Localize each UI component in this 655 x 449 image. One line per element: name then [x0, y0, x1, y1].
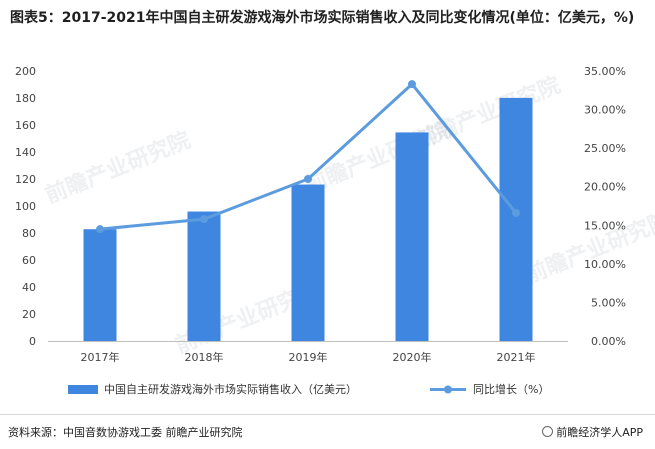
- line-series: [96, 80, 520, 234]
- y-right-tick-label: 35.00%: [584, 65, 626, 78]
- bar: [83, 229, 117, 341]
- y-left-tick-label: 40: [22, 281, 36, 294]
- y-left-tick-label: 120: [15, 173, 36, 186]
- y-axis-right: 0.00% 5.00% 10.00% 15.00% 20.00% 25.00% 30.00%…: [584, 65, 626, 348]
- brand-credit: 前瞻经济学人APP: [542, 424, 643, 440]
- legend: 中国自主研发游戏海外市场实际销售收入（亿美元） 同比增长（%）: [68, 382, 549, 396]
- footer-divider: [0, 414, 655, 415]
- legend-bar-swatch: [68, 385, 98, 394]
- y-left-tick-label: 0: [29, 335, 36, 348]
- bar: [291, 184, 325, 341]
- bar-series: [83, 97, 533, 342]
- legend-line-marker: [444, 385, 452, 394]
- x-tick-label: 2017年: [81, 350, 120, 364]
- y-left-tick-label: 100: [15, 200, 36, 213]
- line-point: [96, 225, 104, 234]
- y-right-tick-label: 30.00%: [584, 104, 626, 117]
- line-point: [408, 80, 416, 89]
- y-right-tick-label: 15.00%: [584, 219, 626, 232]
- line-point: [304, 175, 312, 183]
- y-right-tick-label: 10.00%: [584, 258, 626, 271]
- x-tick-label: 2019年: [289, 350, 328, 364]
- legend-line-label: 同比增长（%）: [473, 382, 549, 396]
- x-axis: 2017年 2018年 2019年 2020年 2021年: [48, 341, 568, 364]
- brand-label: 前瞻经济学人APP: [556, 426, 643, 439]
- y-left-tick-label: 80: [22, 227, 36, 240]
- y-axis-left: 0 20 40 60 80 100 120 140 160 180 200: [15, 65, 36, 348]
- brand-logo-icon: [542, 426, 554, 437]
- bar: [187, 211, 221, 341]
- legend-bar-label: 中国自主研发游戏海外市场实际销售收入（亿美元）: [104, 382, 357, 396]
- x-tick-label: 2021年: [497, 350, 536, 364]
- y-right-tick-label: 0.00%: [591, 335, 626, 348]
- y-left-tick-label: 20: [22, 308, 36, 321]
- y-right-tick-label: 20.00%: [584, 181, 626, 194]
- chart-title: 图表5：2017-2021年中国自主研发游戏海外市场实际销售收入及同比变化情况(…: [10, 10, 635, 26]
- line-point: [512, 208, 520, 217]
- y-left-tick-label: 200: [15, 65, 36, 78]
- y-left-tick-label: 160: [15, 119, 36, 132]
- y-left-tick-label: 140: [15, 146, 36, 159]
- bar: [395, 132, 429, 341]
- y-left-tick-label: 60: [22, 254, 36, 267]
- x-tick-label: 2018年: [185, 350, 224, 364]
- line-point: [200, 215, 208, 224]
- y-right-tick-label: 5.00%: [591, 296, 626, 309]
- y-left-tick-label: 180: [15, 92, 36, 105]
- bar: [499, 97, 533, 342]
- y-right-tick-label: 25.00%: [584, 142, 626, 155]
- source-note: 资料来源：中国音数协游戏工委 前瞻产业研究院: [8, 426, 243, 439]
- x-tick-label: 2020年: [393, 350, 432, 364]
